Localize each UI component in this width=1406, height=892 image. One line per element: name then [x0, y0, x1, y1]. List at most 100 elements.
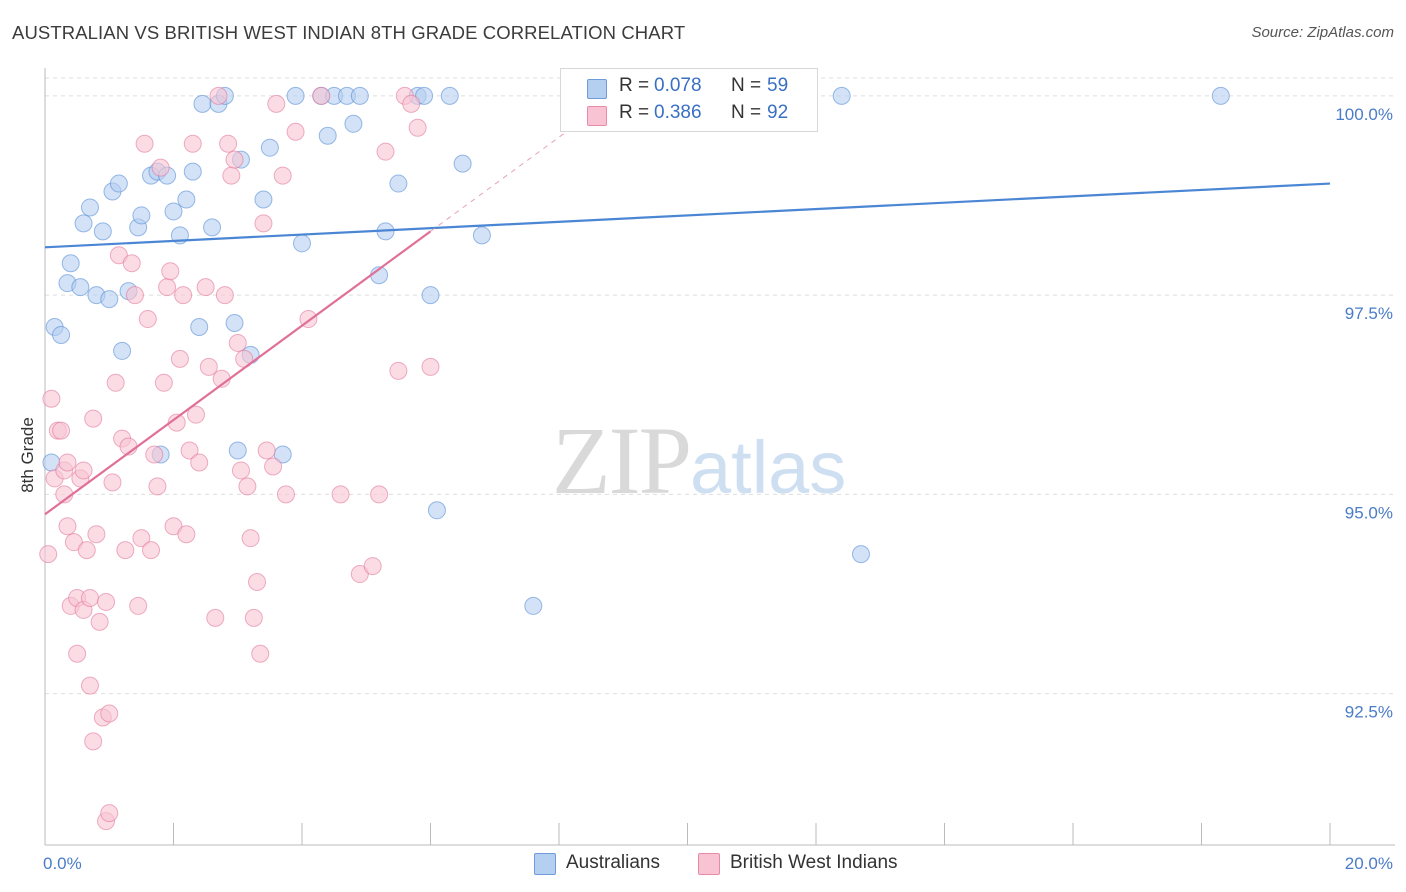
- y-tick-label: 100.0%: [1335, 105, 1393, 124]
- british-west-indians-point: [64, 533, 83, 552]
- australians-point: [52, 325, 71, 344]
- british-west-indians-point: [228, 333, 247, 352]
- british-west-indians-point: [145, 445, 164, 464]
- british-west-indians-point: [215, 286, 234, 305]
- y-tick-label: 92.5%: [1345, 703, 1393, 722]
- y-axis-label: 8th Grade: [18, 417, 37, 493]
- australians-point: [183, 162, 202, 181]
- australians-point: [472, 226, 491, 245]
- australians-point: [851, 545, 870, 564]
- british-west-indians-point: [170, 349, 189, 368]
- trend-lines: [44, 127, 1331, 516]
- british-west-indians-point: [238, 477, 257, 496]
- british-west-indians-point: [142, 541, 161, 560]
- legend-row-british-west-indians: R = 0.386 N = 92: [561, 100, 817, 128]
- australians-r-value: 0.078: [654, 75, 702, 96]
- british-west-indians-point: [331, 485, 350, 504]
- r-label: R =: [619, 102, 650, 123]
- british-west-indians-point: [174, 286, 193, 305]
- y-tick-label: 97.5%: [1345, 304, 1393, 323]
- british-west-indians-point: [183, 134, 202, 153]
- australians-point: [832, 86, 851, 105]
- british-west-indians-r-value: 0.386: [654, 102, 702, 123]
- british-west-indians-point: [276, 485, 295, 504]
- x-tick-label: 0.0%: [43, 854, 82, 873]
- british-west-indians-point: [52, 421, 71, 440]
- british-west-indians-point: [97, 592, 116, 611]
- british-west-indians-point: [177, 525, 196, 544]
- british-west-indians-point: [154, 373, 173, 392]
- watermark-zip: ZIP: [552, 407, 692, 514]
- british-west-indians-point: [77, 541, 96, 560]
- british-west-indians-trend-line: [44, 230, 432, 516]
- chart-title: AUSTRALIAN VS BRITISH WEST INDIAN 8TH GR…: [12, 22, 686, 43]
- australians-point: [421, 286, 440, 305]
- british-west-indians-point: [122, 254, 141, 273]
- australians-point: [427, 501, 446, 520]
- australians-point: [100, 290, 119, 309]
- british-west-indians-point: [84, 409, 103, 428]
- australians-point: [177, 190, 196, 209]
- british-west-indians-point: [267, 94, 286, 113]
- british-west-indians-point: [389, 361, 408, 380]
- british-west-indians-point: [254, 214, 273, 233]
- n-label: N =: [731, 102, 762, 123]
- british-west-indians-legend-swatch: [698, 853, 720, 875]
- british-west-indians-point: [408, 118, 427, 137]
- australians-point: [286, 86, 305, 105]
- british-west-indians-point: [80, 676, 99, 695]
- british-west-indians-point: [164, 517, 183, 536]
- australians-point: [318, 126, 337, 145]
- australians-point: [260, 138, 279, 157]
- british-west-indians-point: [138, 310, 157, 329]
- australians-point: [132, 206, 151, 225]
- australians-point: [74, 214, 93, 233]
- british-west-indians-point: [222, 166, 241, 185]
- australians-point: [80, 198, 99, 217]
- british-west-indians-point: [116, 541, 135, 560]
- australians-point: [228, 441, 247, 460]
- british-west-indians-point: [251, 644, 270, 663]
- australians-point: [61, 254, 80, 273]
- british-west-indians-point: [148, 477, 167, 496]
- british-west-indians-point: [312, 86, 331, 105]
- british-west-indians-point: [180, 441, 199, 460]
- australians-point: [93, 222, 112, 241]
- british-west-indians-point: [84, 732, 103, 751]
- british-west-indians-point: [231, 461, 250, 480]
- british-west-indians-point: [257, 441, 276, 460]
- australians-point: [113, 341, 132, 360]
- n-label: N =: [731, 75, 762, 96]
- grid-lines: [45, 77, 1395, 695]
- british-west-indians-point: [106, 373, 125, 392]
- british-west-indians-point: [58, 453, 77, 472]
- x-tick-label: 20.0%: [1345, 854, 1393, 873]
- british-west-indians-point: [199, 357, 218, 376]
- british-west-indians-point: [350, 565, 369, 584]
- watermark: ZIPatlas: [552, 405, 846, 516]
- australians-legend-label: Australians: [566, 852, 660, 873]
- british-west-indians-point: [370, 485, 389, 504]
- british-west-indians-point: [186, 405, 205, 424]
- british-west-indians-point: [100, 804, 119, 823]
- british-west-indians-point: [248, 573, 267, 592]
- watermark-atlas: atlas: [690, 426, 847, 509]
- british-west-indians-point: [129, 596, 148, 615]
- australians-legend-swatch: [534, 853, 556, 875]
- australians-point: [415, 86, 434, 105]
- australians-swatch: [587, 79, 607, 99]
- british-west-indians-point: [158, 278, 177, 297]
- australians-point: [193, 94, 212, 113]
- british-west-indians-point: [68, 644, 87, 663]
- australians-point: [109, 174, 128, 193]
- australians-point: [344, 114, 363, 133]
- british-west-indians-n-value: 92: [767, 102, 789, 123]
- australians-point: [389, 174, 408, 193]
- british-west-indians-point: [190, 453, 209, 472]
- australians-point: [203, 218, 222, 237]
- legend-row-australians: R = 0.078 N = 59: [561, 73, 817, 101]
- british-west-indians-swatch: [587, 106, 607, 126]
- british-west-indians-point: [132, 529, 151, 548]
- r-label: R =: [619, 75, 650, 96]
